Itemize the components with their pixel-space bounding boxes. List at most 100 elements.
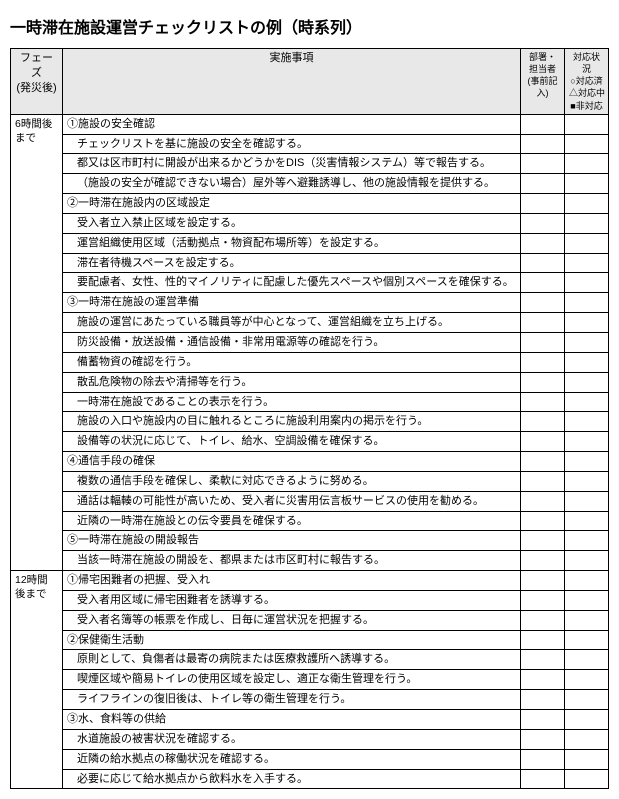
section-head: ⑤一時滞在施設の開設報告 — [63, 531, 521, 551]
check-cell[interactable] — [521, 571, 565, 591]
item-cell: 複数の通信手段を確保し、柔軟に対応できるように努める。 — [63, 471, 521, 491]
header-dept: 部署・担当者 (事前記入) — [521, 49, 565, 115]
check-cell[interactable] — [565, 174, 609, 194]
check-cell[interactable] — [521, 432, 565, 452]
check-cell[interactable] — [521, 471, 565, 491]
check-cell[interactable] — [521, 273, 565, 293]
table-body: 6時間後まで①施設の安全確認チェックリストを基に施設の安全を確認する。都又は区市… — [11, 114, 609, 789]
check-cell[interactable] — [521, 452, 565, 472]
item-cell: 要配慮者、女性、性的マイノリティに配慮した優先スペースや個別スペースを確保する。 — [63, 273, 521, 293]
item-cell: 滞在者待機スペースを設定する。 — [63, 253, 521, 273]
check-cell[interactable] — [565, 273, 609, 293]
check-cell[interactable] — [565, 630, 609, 650]
item-cell: 都又は区市町村に開設が出来るかどうかをDIS（災害情報システム）等で報告する。 — [63, 154, 521, 174]
check-cell[interactable] — [565, 293, 609, 313]
checklist-table: フェーズ (発災後) 実施事項 部署・担当者 (事前記入) 対応状況 ○対応済 … — [10, 48, 609, 789]
check-cell[interactable] — [565, 729, 609, 749]
section-head: ②一時滞在施設内の区域設定 — [63, 194, 521, 214]
check-cell[interactable] — [565, 352, 609, 372]
check-cell[interactable] — [521, 412, 565, 432]
item-cell: 施設の入口や施設内の目に触れるところに施設利用案内の掲示を行う。 — [63, 412, 521, 432]
check-cell[interactable] — [521, 670, 565, 690]
check-cell[interactable] — [565, 154, 609, 174]
item-cell: （施設の安全が確認できない場合）屋外等へ避難誘導し、他の施設情報を提供する。 — [63, 174, 521, 194]
check-cell[interactable] — [565, 372, 609, 392]
check-cell[interactable] — [521, 213, 565, 233]
check-cell[interactable] — [521, 610, 565, 630]
check-cell[interactable] — [565, 253, 609, 273]
item-cell: 近隣の一時滞在施設との伝令要員を確保する。 — [63, 511, 521, 531]
item-cell: 喫煙区域や簡易トイレの使用区域を設定し、適正な衛生管理を行う。 — [63, 670, 521, 690]
item-cell: 通話は輻輳の可能性が高いため、受入者に災害用伝言板サービスの使用を勧める。 — [63, 491, 521, 511]
check-cell[interactable] — [521, 134, 565, 154]
item-cell: 施設の運営にあたっている職員等が中心となって、運営組織を立ち上げる。 — [63, 313, 521, 333]
check-cell[interactable] — [565, 531, 609, 551]
section-head: ①帰宅困難者の把握、受入れ — [63, 571, 521, 591]
check-cell[interactable] — [565, 511, 609, 531]
item-cell: 当該一時滞在施設の開設を、都県または市区町村に報告する。 — [63, 551, 521, 571]
check-cell[interactable] — [521, 710, 565, 730]
check-cell[interactable] — [565, 233, 609, 253]
check-cell[interactable] — [565, 690, 609, 710]
item-cell: チェックリストを基に施設の安全を確認する。 — [63, 134, 521, 154]
check-cell[interactable] — [565, 571, 609, 591]
header-item: 実施事項 — [63, 49, 521, 115]
check-cell[interactable] — [565, 392, 609, 412]
item-cell: 原則として、負傷者は最寄の病院または医療救護所へ誘導する。 — [63, 650, 521, 670]
check-cell[interactable] — [565, 213, 609, 233]
check-cell[interactable] — [521, 313, 565, 333]
item-cell: 必要に応じて給水拠点から飲料水を入手する。 — [63, 769, 521, 789]
check-cell[interactable] — [521, 511, 565, 531]
item-cell: 受入者立入禁止区域を設定する。 — [63, 213, 521, 233]
item-cell: 設備等の状況に応じて、トイレ、給水、空調設備を確保する。 — [63, 432, 521, 452]
check-cell[interactable] — [521, 154, 565, 174]
check-cell[interactable] — [521, 630, 565, 650]
check-cell[interactable] — [521, 174, 565, 194]
check-cell[interactable] — [521, 690, 565, 710]
check-cell[interactable] — [565, 749, 609, 769]
check-cell[interactable] — [565, 769, 609, 789]
check-cell[interactable] — [521, 551, 565, 571]
check-cell[interactable] — [565, 412, 609, 432]
check-cell[interactable] — [521, 194, 565, 214]
check-cell[interactable] — [565, 590, 609, 610]
item-cell: 受入者用区域に帰宅困難者を誘導する。 — [63, 590, 521, 610]
item-cell: 水道施設の被害状況を確認する。 — [63, 729, 521, 749]
check-cell[interactable] — [521, 233, 565, 253]
check-cell[interactable] — [565, 610, 609, 630]
check-cell[interactable] — [521, 114, 565, 134]
item-cell: ライフラインの復旧後は、トイレ等の衛生管理を行う。 — [63, 690, 521, 710]
check-cell[interactable] — [521, 590, 565, 610]
page-title: 一時滞在施設運営チェックリストの例（時系列） — [10, 14, 609, 38]
check-cell[interactable] — [565, 452, 609, 472]
check-cell[interactable] — [565, 471, 609, 491]
item-cell: 備蓄物資の確認を行う。 — [63, 352, 521, 372]
check-cell[interactable] — [521, 352, 565, 372]
check-cell[interactable] — [565, 114, 609, 134]
header-status: 対応状況 ○対応済 △対応中 ■非対応 — [565, 49, 609, 115]
check-cell[interactable] — [565, 313, 609, 333]
check-cell[interactable] — [565, 650, 609, 670]
item-cell: 運営組織使用区域（活動拠点・物資配布場所等）を設定する。 — [63, 233, 521, 253]
check-cell[interactable] — [521, 749, 565, 769]
check-cell[interactable] — [565, 670, 609, 690]
check-cell[interactable] — [521, 293, 565, 313]
check-cell[interactable] — [521, 332, 565, 352]
check-cell[interactable] — [565, 332, 609, 352]
check-cell[interactable] — [521, 253, 565, 273]
check-cell[interactable] — [521, 650, 565, 670]
check-cell[interactable] — [521, 531, 565, 551]
check-cell[interactable] — [521, 769, 565, 789]
check-cell[interactable] — [565, 194, 609, 214]
phase-cell: 12時間後まで — [11, 571, 63, 789]
check-cell[interactable] — [521, 729, 565, 749]
check-cell[interactable] — [521, 372, 565, 392]
check-cell[interactable] — [565, 491, 609, 511]
check-cell[interactable] — [565, 432, 609, 452]
phase-cell: 6時間後まで — [11, 114, 63, 570]
check-cell[interactable] — [521, 392, 565, 412]
check-cell[interactable] — [565, 134, 609, 154]
check-cell[interactable] — [565, 710, 609, 730]
check-cell[interactable] — [521, 491, 565, 511]
check-cell[interactable] — [565, 551, 609, 571]
